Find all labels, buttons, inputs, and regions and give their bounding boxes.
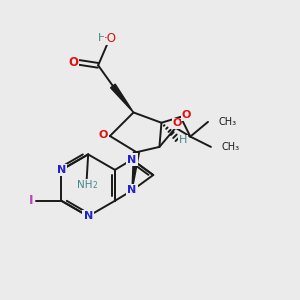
Text: N: N — [128, 154, 136, 165]
Text: I: I — [29, 194, 33, 207]
Text: O: O — [172, 118, 182, 128]
Text: O: O — [68, 56, 78, 69]
Text: N: N — [128, 185, 136, 196]
Text: O: O — [182, 110, 191, 120]
Text: N: N — [83, 211, 93, 221]
Text: 2: 2 — [93, 182, 97, 190]
Text: H: H — [179, 135, 187, 146]
Text: H·O: H·O — [98, 34, 119, 44]
Text: ·O: ·O — [104, 32, 117, 45]
Text: NH: NH — [77, 180, 93, 190]
Text: H: H — [98, 33, 106, 43]
Text: O: O — [99, 130, 108, 140]
Text: N: N — [57, 165, 66, 175]
Text: CH₃: CH₃ — [221, 142, 239, 152]
Polygon shape — [111, 84, 134, 112]
Text: CH₃: CH₃ — [218, 117, 236, 127]
Polygon shape — [132, 152, 140, 190]
